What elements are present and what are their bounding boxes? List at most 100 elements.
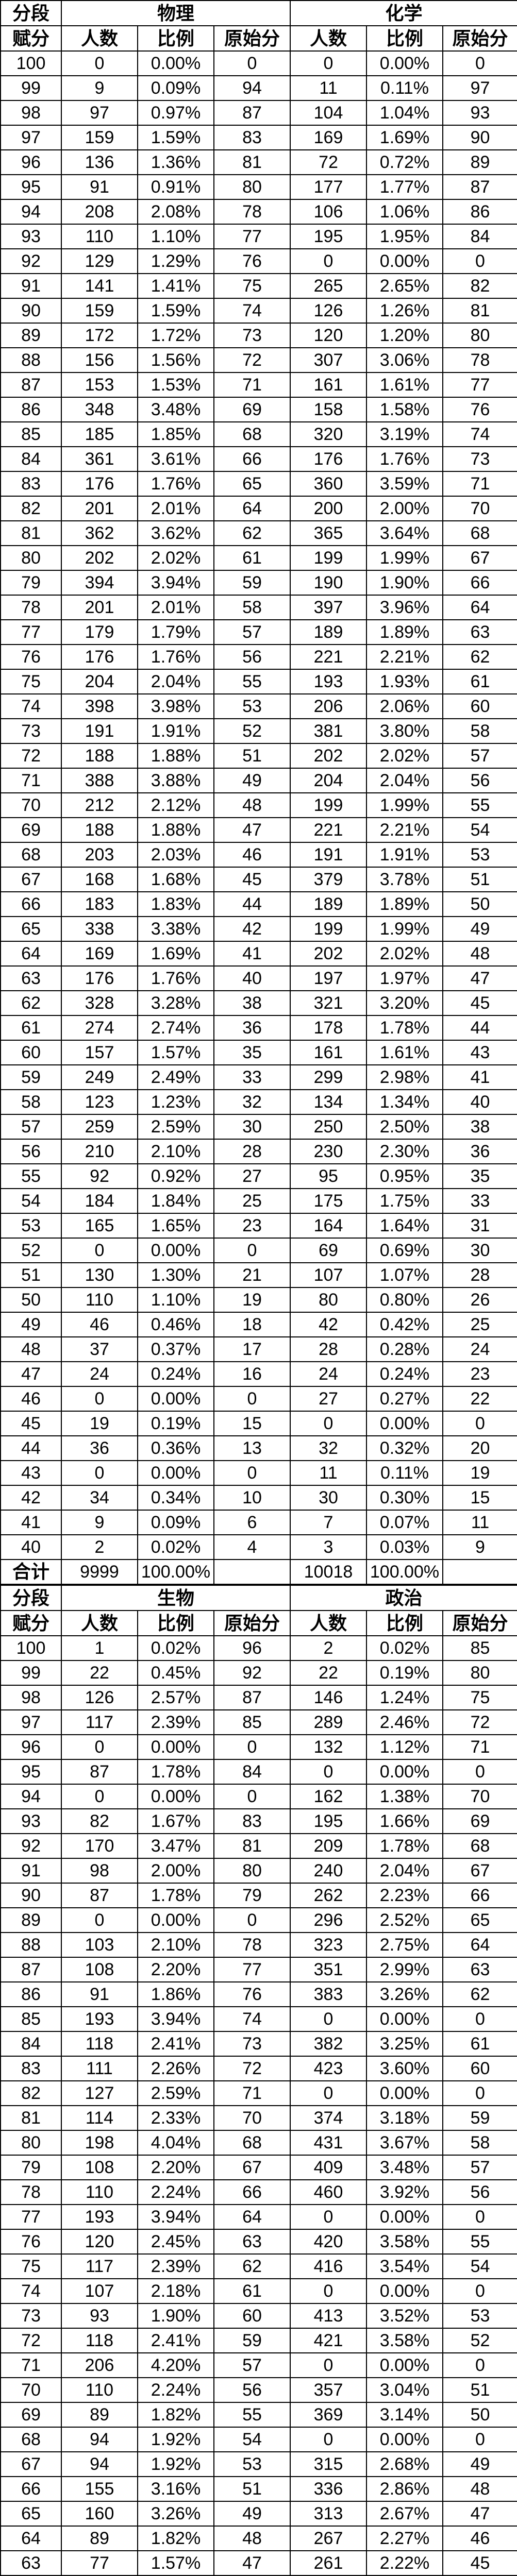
ratio-cell: 0.34% (137, 1485, 214, 1511)
count-cell: 177 (290, 174, 367, 200)
count-cell: 0 (61, 1460, 138, 1486)
ratio-cell: 1.92% (137, 2427, 214, 2452)
count-cell: 164 (290, 1213, 367, 1239)
raw-score-cell: 56 (442, 2179, 517, 2205)
ratio-cell: 0.00% (137, 1907, 214, 1933)
score-cell: 93 (0, 1808, 62, 1834)
table-row: 65 338 3.38% 42 199 1.99% 49 (0, 916, 517, 942)
count-cell: 165 (61, 1213, 138, 1239)
score-cell: 66 (0, 2476, 62, 2502)
count-cell: 97 (61, 100, 138, 126)
count-cell: 156 (61, 347, 138, 373)
table-row: 75 204 2.04% 55 193 1.93% 61 (0, 669, 517, 694)
raw-score-cell: 64 (442, 1932, 517, 1958)
ratio-cell: 2.21% (366, 644, 443, 670)
count-cell: 394 (61, 570, 138, 596)
table-row: 41 9 0.09% 6 7 0.07% 11 (0, 1510, 517, 1535)
count-cell: 176 (61, 644, 138, 670)
count-cell: 398 (61, 693, 138, 719)
count-cell: 299 (290, 1064, 367, 1090)
raw-score-cell: 33 (213, 1064, 291, 1090)
count-cell: 201 (61, 595, 138, 620)
ratio-cell: 1.75% (366, 1188, 443, 1214)
raw-score-cell: 64 (213, 496, 291, 521)
raw-score-cell: 45 (442, 990, 517, 1016)
raw-score-cell: 20 (442, 1435, 517, 1461)
ratio-cell: 0.97% (137, 100, 214, 126)
ratio-cell: 2.59% (137, 2080, 214, 2106)
ratio-cell: 2.02% (366, 941, 443, 967)
raw-score-cell: 71 (213, 2080, 291, 2106)
count-cell: 206 (290, 693, 367, 719)
raw-score-cell: 0 (442, 2080, 517, 2106)
score-cell: 45 (0, 1411, 62, 1436)
raw-score-cell: 48 (442, 941, 517, 967)
ratio-cell: 2.04% (366, 1858, 443, 1884)
count-cell: 0 (290, 248, 367, 274)
score-cell: 63 (0, 965, 62, 991)
table-row: 66 183 1.83% 44 189 1.89% 50 (0, 891, 517, 917)
ratio-cell: 3.88% (137, 768, 214, 793)
ratio-cell: 1.99% (366, 792, 443, 818)
count-cell: 120 (61, 2229, 138, 2255)
table-row: 78 110 2.24% 66 460 3.92% 56 (0, 2179, 517, 2205)
ratio-cell: 1.23% (137, 1089, 214, 1115)
raw-score-cell: 38 (213, 990, 291, 1016)
count-cell: 193 (290, 669, 367, 694)
ratio-cell: 2.52% (366, 1907, 443, 1933)
count-cell: 208 (61, 199, 138, 225)
table-row: 77 193 3.94% 64 0 0.00% 0 (0, 2204, 517, 2230)
raw-score-cell: 31 (442, 1213, 517, 1239)
count-cell: 209 (290, 1833, 367, 1859)
ratio-cell: 4.20% (137, 2352, 214, 2378)
segment-header: 分段 (0, 0, 62, 26)
count-cell: 381 (290, 718, 367, 744)
score-cell: 71 (0, 768, 62, 793)
raw-score-cell: 92 (213, 1660, 291, 1686)
table-row: 90 159 1.59% 74 126 1.26% 81 (0, 298, 517, 324)
raw-score-cell: 28 (442, 1262, 517, 1288)
ratio-cell: 1.78% (137, 1883, 214, 1908)
raw-score-cell: 55 (213, 669, 291, 694)
table-row: 81 114 2.33% 70 374 3.18% 59 (0, 2105, 517, 2131)
ratio-cell: 3.61% (137, 446, 214, 472)
table-row: 84 118 2.41% 73 382 3.25% 61 (0, 2031, 517, 2057)
ratio-cell: 2.01% (137, 595, 214, 620)
ratio-cell: 1.20% (366, 323, 443, 348)
table-row: 89 172 1.72% 73 120 1.20% 80 (0, 323, 517, 348)
score-cell: 81 (0, 520, 62, 546)
ratio-cell: 3.14% (366, 2402, 443, 2428)
score-cell: 82 (0, 496, 62, 521)
ratio-cell: 1.76% (137, 965, 214, 991)
table-row: 57 259 2.59% 30 250 2.50% 38 (0, 1114, 517, 1140)
raw-score-cell: 0 (213, 1460, 291, 1486)
count-cell: 195 (290, 224, 367, 249)
ratio-cell: 1.68% (137, 867, 214, 892)
total-ratio-cell: 100.00% (366, 1559, 443, 1585)
table-row: 62 328 3.28% 38 321 3.20% 45 (0, 990, 517, 1016)
biology-politics-table: 分段 生物 政治 赋分 人数 比例 原始分 人数 比例 原始分 100 1 0.02% 96 2 0.02% 8… (0, 1585, 517, 2576)
subject-header: 物理 (61, 0, 291, 26)
table-row: 63 176 1.76% 40 197 1.97% 47 (0, 965, 517, 991)
table-row: 86 348 3.48% 69 158 1.58% 76 (0, 397, 517, 422)
ratio-cell: 0.30% (366, 1485, 443, 1511)
subject-header-row: 分段 物理 化学 (0, 0, 517, 26)
count-cell: 274 (61, 1015, 138, 1041)
ratio-cell: 3.64% (366, 520, 443, 546)
ratio-cell: 1.07% (366, 1262, 443, 1288)
ratio-cell: 0.09% (137, 75, 214, 101)
score-cell: 82 (0, 2080, 62, 2106)
raw-score-cell: 72 (213, 2056, 291, 2081)
count-cell: 162 (290, 1784, 367, 1809)
ratio-cell: 2.03% (137, 842, 214, 868)
ratio-cell: 0.00% (137, 1734, 214, 1760)
count-cell: 134 (290, 1089, 367, 1115)
count-cell: 250 (290, 1114, 367, 1140)
count-cell: 103 (61, 1932, 138, 1958)
ratio-cell: 1.84% (137, 1188, 214, 1214)
raw-score-cell: 51 (213, 2476, 291, 2502)
raw-score-cell: 53 (442, 842, 517, 868)
count-cell: 93 (61, 2303, 138, 2329)
raw-score-cell: 6 (213, 1510, 291, 1535)
